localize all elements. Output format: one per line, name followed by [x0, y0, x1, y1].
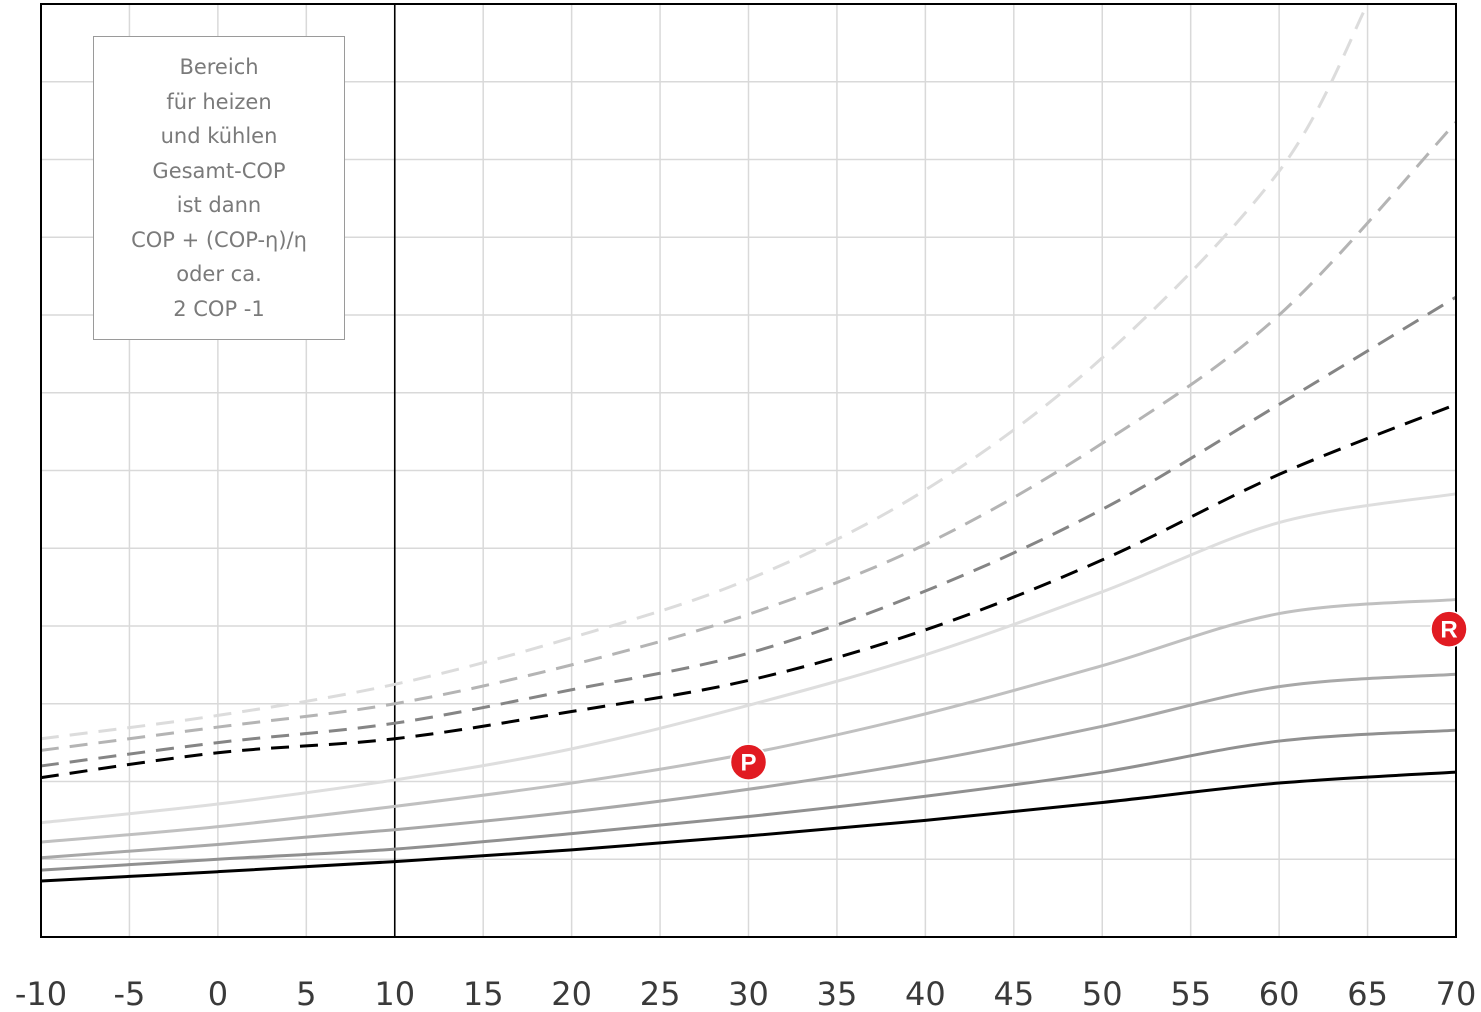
marker-label: P: [740, 750, 756, 777]
x-tick-label: -10: [15, 975, 67, 1012]
x-tick-label: 50: [1082, 975, 1123, 1012]
annotation-line: und kühlen: [160, 124, 278, 148]
annotation-line: 2 COP -1: [173, 296, 265, 321]
x-tick-label: 70: [1436, 975, 1477, 1012]
dashed-series-line: [40, 295, 1457, 768]
x-tick-label: 65: [1347, 975, 1388, 1012]
marker-circle: [1430, 610, 1468, 648]
solid-series-line: [40, 672, 1457, 860]
x-tick-label: 20: [551, 975, 592, 1012]
x-tick-label: 40: [905, 975, 946, 1012]
solid-series-line: [40, 728, 1457, 872]
marker-p: P: [729, 743, 768, 781]
x-tick-label: 25: [640, 975, 681, 1012]
solid-series-line: [40, 492, 1457, 825]
annotation-line: Bereich: [179, 55, 259, 79]
solid-series-line: [40, 770, 1457, 883]
x-tick-label: 5: [296, 975, 316, 1012]
plot-border: [40, 3, 1457, 938]
x-tick-label: 60: [1259, 975, 1300, 1012]
point-markers: PR: [729, 610, 1468, 781]
annotation-line: COP + (COP-η)/η: [131, 227, 307, 252]
x-tick-label: -5: [113, 975, 145, 1012]
x-tick-labels: -10 -5 0 5 10 15 20 25 30 35 40 45 50 55 60 65 70: [15, 975, 1476, 1012]
annotation-line: für heizen: [166, 89, 272, 114]
marker-r: R: [1430, 610, 1468, 648]
annotation-line: Gesamt-COP: [152, 158, 286, 183]
x-tick-label: 15: [463, 975, 504, 1012]
dashed-series-line: [40, 3, 1369, 741]
x-tick-label: 45: [993, 975, 1034, 1012]
dashed-series-line: [40, 121, 1458, 752]
x-tick-label: 55: [1170, 975, 1211, 1012]
x-tick-label: 10: [374, 975, 415, 1012]
annotation-line: ist dann: [176, 193, 262, 217]
x-tick-label: 35: [817, 975, 858, 1012]
dashed-series-line: [40, 403, 1457, 780]
x-tick-label: 30: [728, 975, 769, 1012]
x-tick-label: 0: [208, 975, 228, 1012]
marker-label: R: [1440, 617, 1457, 644]
annotation-line: oder ca.: [176, 262, 262, 286]
marker-circle: [729, 743, 768, 781]
annotation-box: Bereich für heizen und kühlen Gesamt-COP…: [93, 36, 345, 340]
series-lines: [40, 3, 1458, 883]
